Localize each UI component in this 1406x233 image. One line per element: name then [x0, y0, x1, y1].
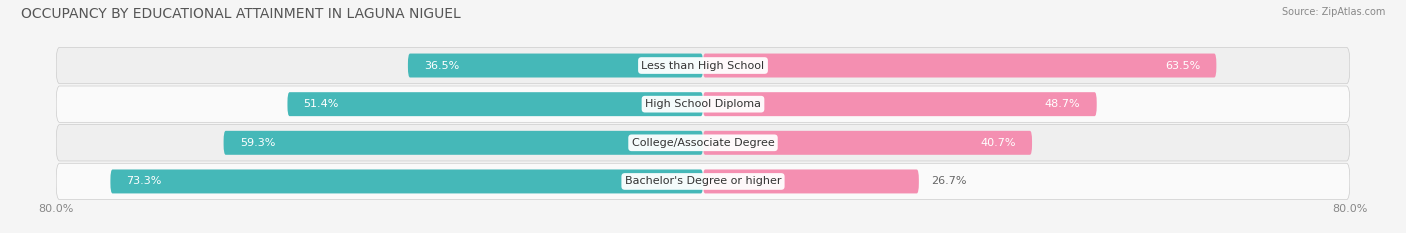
- FancyBboxPatch shape: [224, 131, 703, 155]
- Text: Less than High School: Less than High School: [641, 61, 765, 71]
- Text: 59.3%: 59.3%: [240, 138, 276, 148]
- FancyBboxPatch shape: [703, 169, 920, 193]
- FancyBboxPatch shape: [56, 47, 1350, 84]
- Text: 63.5%: 63.5%: [1166, 61, 1201, 71]
- FancyBboxPatch shape: [408, 54, 703, 78]
- Text: 48.7%: 48.7%: [1045, 99, 1081, 109]
- FancyBboxPatch shape: [703, 131, 1032, 155]
- Text: Source: ZipAtlas.com: Source: ZipAtlas.com: [1281, 7, 1385, 17]
- Text: 73.3%: 73.3%: [127, 176, 162, 186]
- Text: OCCUPANCY BY EDUCATIONAL ATTAINMENT IN LAGUNA NIGUEL: OCCUPANCY BY EDUCATIONAL ATTAINMENT IN L…: [21, 7, 461, 21]
- Text: Bachelor's Degree or higher: Bachelor's Degree or higher: [624, 176, 782, 186]
- FancyBboxPatch shape: [111, 169, 703, 193]
- Text: High School Diploma: High School Diploma: [645, 99, 761, 109]
- FancyBboxPatch shape: [56, 86, 1350, 122]
- Text: 36.5%: 36.5%: [425, 61, 460, 71]
- Text: College/Associate Degree: College/Associate Degree: [631, 138, 775, 148]
- FancyBboxPatch shape: [287, 92, 703, 116]
- FancyBboxPatch shape: [703, 54, 1216, 78]
- Text: 26.7%: 26.7%: [931, 176, 966, 186]
- Text: 40.7%: 40.7%: [980, 138, 1017, 148]
- FancyBboxPatch shape: [703, 92, 1097, 116]
- FancyBboxPatch shape: [56, 125, 1350, 161]
- Text: 51.4%: 51.4%: [304, 99, 339, 109]
- FancyBboxPatch shape: [56, 163, 1350, 200]
